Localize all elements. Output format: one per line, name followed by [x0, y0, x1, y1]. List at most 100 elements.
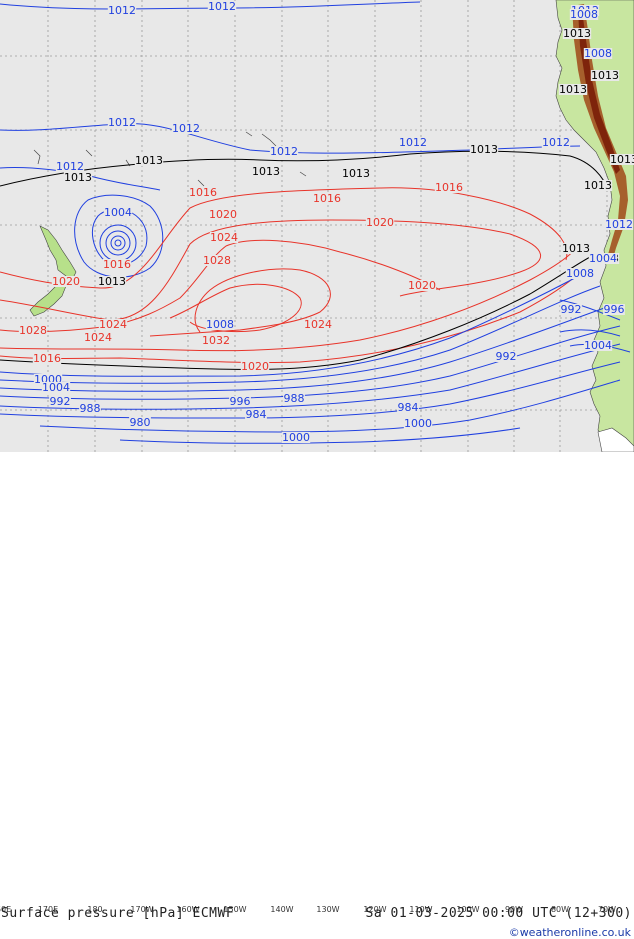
- isobar-label: 1012: [56, 160, 84, 173]
- isobar-label-bg: [207, 1, 237, 12]
- isobar-label: 1013: [135, 154, 163, 167]
- isobar-label: 1012: [172, 122, 200, 135]
- isobar-label: 1024: [99, 318, 127, 331]
- credit-link[interactable]: ©weatheronline.co.uk: [508, 926, 631, 939]
- isobar-label-bg: [102, 259, 132, 270]
- pressure-chart: 1012101210121012101210121012101210121013…: [0, 0, 634, 452]
- isobar-label-bg: [201, 335, 231, 346]
- isobar-label-bg: [202, 255, 232, 266]
- isobar-label: 992: [496, 350, 517, 363]
- isobar-label: 1008: [566, 267, 594, 280]
- isobar-label: 1004: [42, 381, 70, 394]
- isobar-label-bg: [188, 187, 218, 198]
- isobar-label-bg: [558, 84, 588, 95]
- isobar-label: 1012: [108, 4, 136, 17]
- isobar-label: 992: [561, 303, 582, 316]
- isobar-label-bg: [403, 418, 433, 429]
- isobar-label-bg: [469, 144, 499, 155]
- isobar-label-bg: [63, 172, 93, 183]
- isobar-label-bg: [32, 353, 62, 364]
- isobar-label-bg: [434, 182, 464, 193]
- isobar-label-bg: [18, 325, 48, 336]
- isobar-label-bg: [51, 276, 81, 287]
- isobar-label: 1024: [304, 318, 332, 331]
- map-title: Surface pressure [hPa] ECMWF: [1, 906, 235, 921]
- isobar-label: 1000: [404, 417, 432, 430]
- isobar-label-bg: [83, 332, 113, 343]
- isobar-label: 996: [230, 395, 251, 408]
- isobar-label: 1004: [584, 339, 612, 352]
- isobar-label: 1020: [209, 208, 237, 221]
- isobar-label: 984: [246, 408, 267, 421]
- isobar-label-bg: [590, 70, 620, 81]
- isobar-label: 1008: [570, 8, 598, 21]
- isobar-label-bg: [97, 276, 127, 287]
- isobar-label: 996: [604, 303, 625, 316]
- isobar-label: 1013: [610, 153, 634, 166]
- isobar-label-bg: [49, 396, 71, 407]
- isobar-label-bg: [588, 253, 618, 264]
- isobar-label: 1020: [408, 279, 436, 292]
- isobar-label-bg: [33, 374, 63, 385]
- weather-map: 1012101210121012101210121012101210121013…: [0, 0, 634, 452]
- pacific-islands: [33, 131, 307, 187]
- isobar-label-bg: [583, 48, 613, 59]
- isobar-label-bg: [134, 155, 164, 166]
- isobar-label-bg: [245, 409, 267, 420]
- isobar-label: 1012: [108, 116, 136, 129]
- isobar-label-bg: [269, 146, 299, 157]
- isobar-label: 1020: [366, 216, 394, 229]
- isobar-label: 984: [398, 401, 419, 414]
- isobar-label-bg: [240, 361, 270, 372]
- isobar-label-bg: [129, 417, 151, 428]
- lon-label-130w: 130W: [316, 905, 340, 914]
- isobar-label: 1032: [202, 334, 230, 347]
- isobar-label-bg: [397, 402, 419, 413]
- south-america-land: [555, 0, 634, 452]
- valid-time: Sa 01-03-2025 00:00 UTC (12+300): [365, 906, 632, 921]
- isobar-label: 1008: [206, 318, 234, 331]
- isobar-label: 1013: [470, 143, 498, 156]
- isobar-label: 1024: [210, 231, 238, 244]
- isobar-label: 980: [130, 416, 151, 429]
- ocean-background: [0, 0, 634, 452]
- isobar-label: 1008: [584, 47, 612, 60]
- isobar-label: 1004: [104, 206, 132, 219]
- isobar-label-bg: [407, 280, 437, 291]
- isobar-label-bg: [171, 123, 201, 134]
- isobar-label: 992: [50, 395, 71, 408]
- land-masses: [29, 0, 634, 452]
- isobar-label-bg: [603, 304, 625, 315]
- isobar-label: 1012: [542, 136, 570, 149]
- isobar-label: 1028: [203, 254, 231, 267]
- isobar-label: 1028: [19, 324, 47, 337]
- isobar-label-bg: [229, 396, 251, 407]
- isobar-label-bg: [560, 304, 582, 315]
- isobar-label: 1013: [98, 275, 126, 288]
- isobar-label-bg: [569, 9, 599, 20]
- isobar-label: 1016: [189, 186, 217, 199]
- isobar-label-bg: [107, 117, 137, 128]
- isobar-label-bg: [107, 5, 137, 16]
- isobar-label-bg: [41, 382, 71, 393]
- isobar-labels: 1012101210121012101210121012101210121013…: [18, 0, 634, 444]
- lon-label-140w: 140W: [270, 905, 294, 914]
- isobar-label: 1000: [282, 431, 310, 444]
- isobar-label: 1013: [64, 171, 92, 184]
- isobar-label-bg: [312, 193, 342, 204]
- isobar-label-bg: [365, 217, 395, 228]
- isobar-label-bg: [55, 161, 85, 172]
- isobar-label: 1012: [208, 0, 236, 13]
- isobar-label-bg: [103, 207, 133, 218]
- isobar-label: 1013: [559, 83, 587, 96]
- isobar-label: 1016: [33, 352, 61, 365]
- isobar-label-bg: [609, 154, 634, 165]
- isobar-label: 1013: [584, 179, 612, 192]
- isobar-label: 1016: [435, 181, 463, 194]
- isobar-label: 1012: [270, 145, 298, 158]
- isobar-label-bg: [79, 403, 101, 414]
- isobar-label-bg: [341, 168, 371, 179]
- isobar-label: 1013: [563, 27, 591, 40]
- antarctic-peninsula: [597, 427, 634, 452]
- isobar-label-bg: [583, 180, 613, 191]
